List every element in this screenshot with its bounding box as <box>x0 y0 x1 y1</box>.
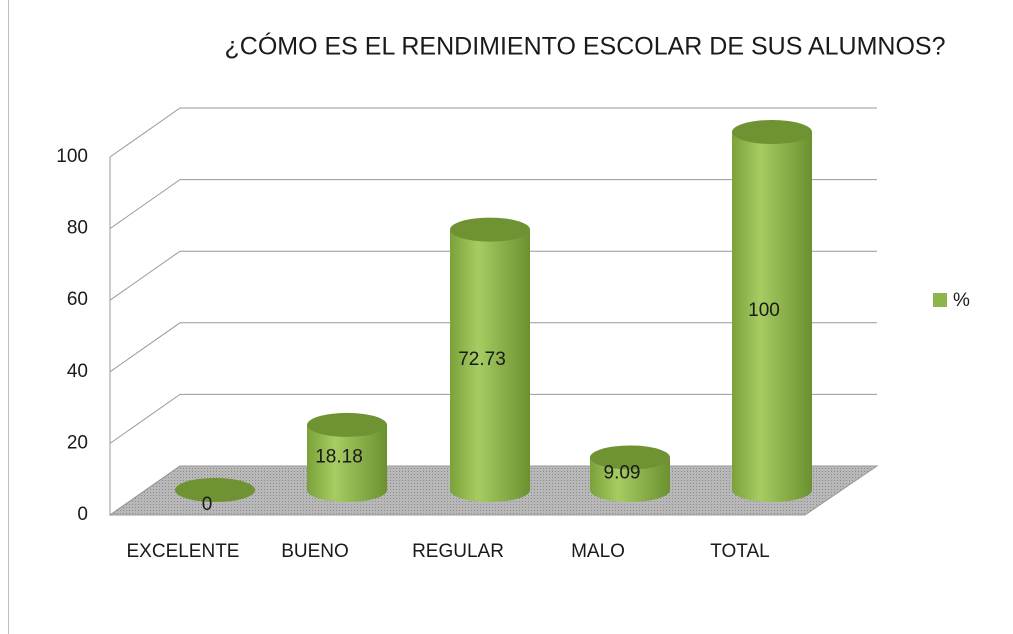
bar <box>590 457 670 502</box>
grid-line <box>109 250 877 301</box>
grid-line <box>109 107 877 158</box>
grid-line <box>109 179 877 230</box>
chart-title: ¿CÓMO ES EL RENDIMIENTO ESCOLAR DE SUS A… <box>225 32 946 61</box>
bar <box>450 229 530 503</box>
bar-top <box>307 412 387 437</box>
x-tick-label: EXCELENTE <box>127 541 240 562</box>
y-tick-label: 0 <box>77 504 88 525</box>
x-tick-label: TOTAL <box>710 541 769 562</box>
y-tick-label: 80 <box>67 218 88 239</box>
bar-top <box>732 120 812 144</box>
data-label: 9.09 <box>604 463 641 484</box>
y-tick-label: 100 <box>56 146 88 167</box>
bar <box>307 424 387 502</box>
x-tick-label: REGULAR <box>412 541 504 562</box>
data-label: 18.18 <box>315 446 363 467</box>
y-tick-label: 40 <box>67 361 88 382</box>
data-label: 0 <box>202 494 213 515</box>
data-label: 100 <box>748 300 780 321</box>
y-tick-label: 60 <box>67 289 88 310</box>
legend-swatch <box>933 293 947 307</box>
x-tick-label: BUENO <box>281 541 349 562</box>
x-tick-label: MALO <box>571 541 625 562</box>
frame <box>8 0 9 634</box>
bar-top <box>590 445 670 470</box>
y-tick-label: 20 <box>67 432 88 453</box>
bar-top <box>175 478 255 502</box>
bar-top <box>450 217 530 242</box>
bar <box>732 132 812 502</box>
grid-line <box>109 393 877 444</box>
data-label: 72.73 <box>458 349 506 370</box>
grid-line <box>109 322 877 373</box>
legend-label: % <box>953 290 970 311</box>
